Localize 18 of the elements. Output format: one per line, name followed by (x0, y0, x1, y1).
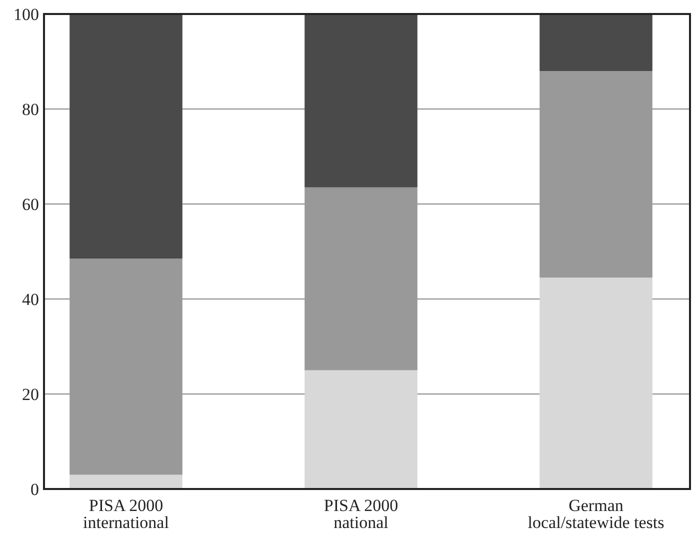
y-tick-label: 60 (22, 194, 39, 214)
y-tick-label: 20 (22, 384, 39, 404)
x-tick-label: German local/statewide tests (528, 496, 664, 532)
bar (304, 370, 418, 489)
bar (304, 14, 418, 188)
y-tick-label: 40 (22, 290, 39, 309)
bar (70, 14, 182, 259)
bar (540, 14, 652, 71)
bar (540, 71, 652, 278)
bar (304, 187, 418, 370)
y-tick-label: 100 (14, 4, 39, 24)
bar (540, 278, 652, 489)
bar (70, 474, 182, 489)
bar (70, 258, 182, 475)
x-tick-label: PISA 2000 national (324, 496, 398, 532)
y-tick-label: 0 (30, 480, 39, 499)
x-tick-label: PISA 2000 international (83, 496, 170, 532)
y-tick-label: 80 (22, 100, 39, 119)
